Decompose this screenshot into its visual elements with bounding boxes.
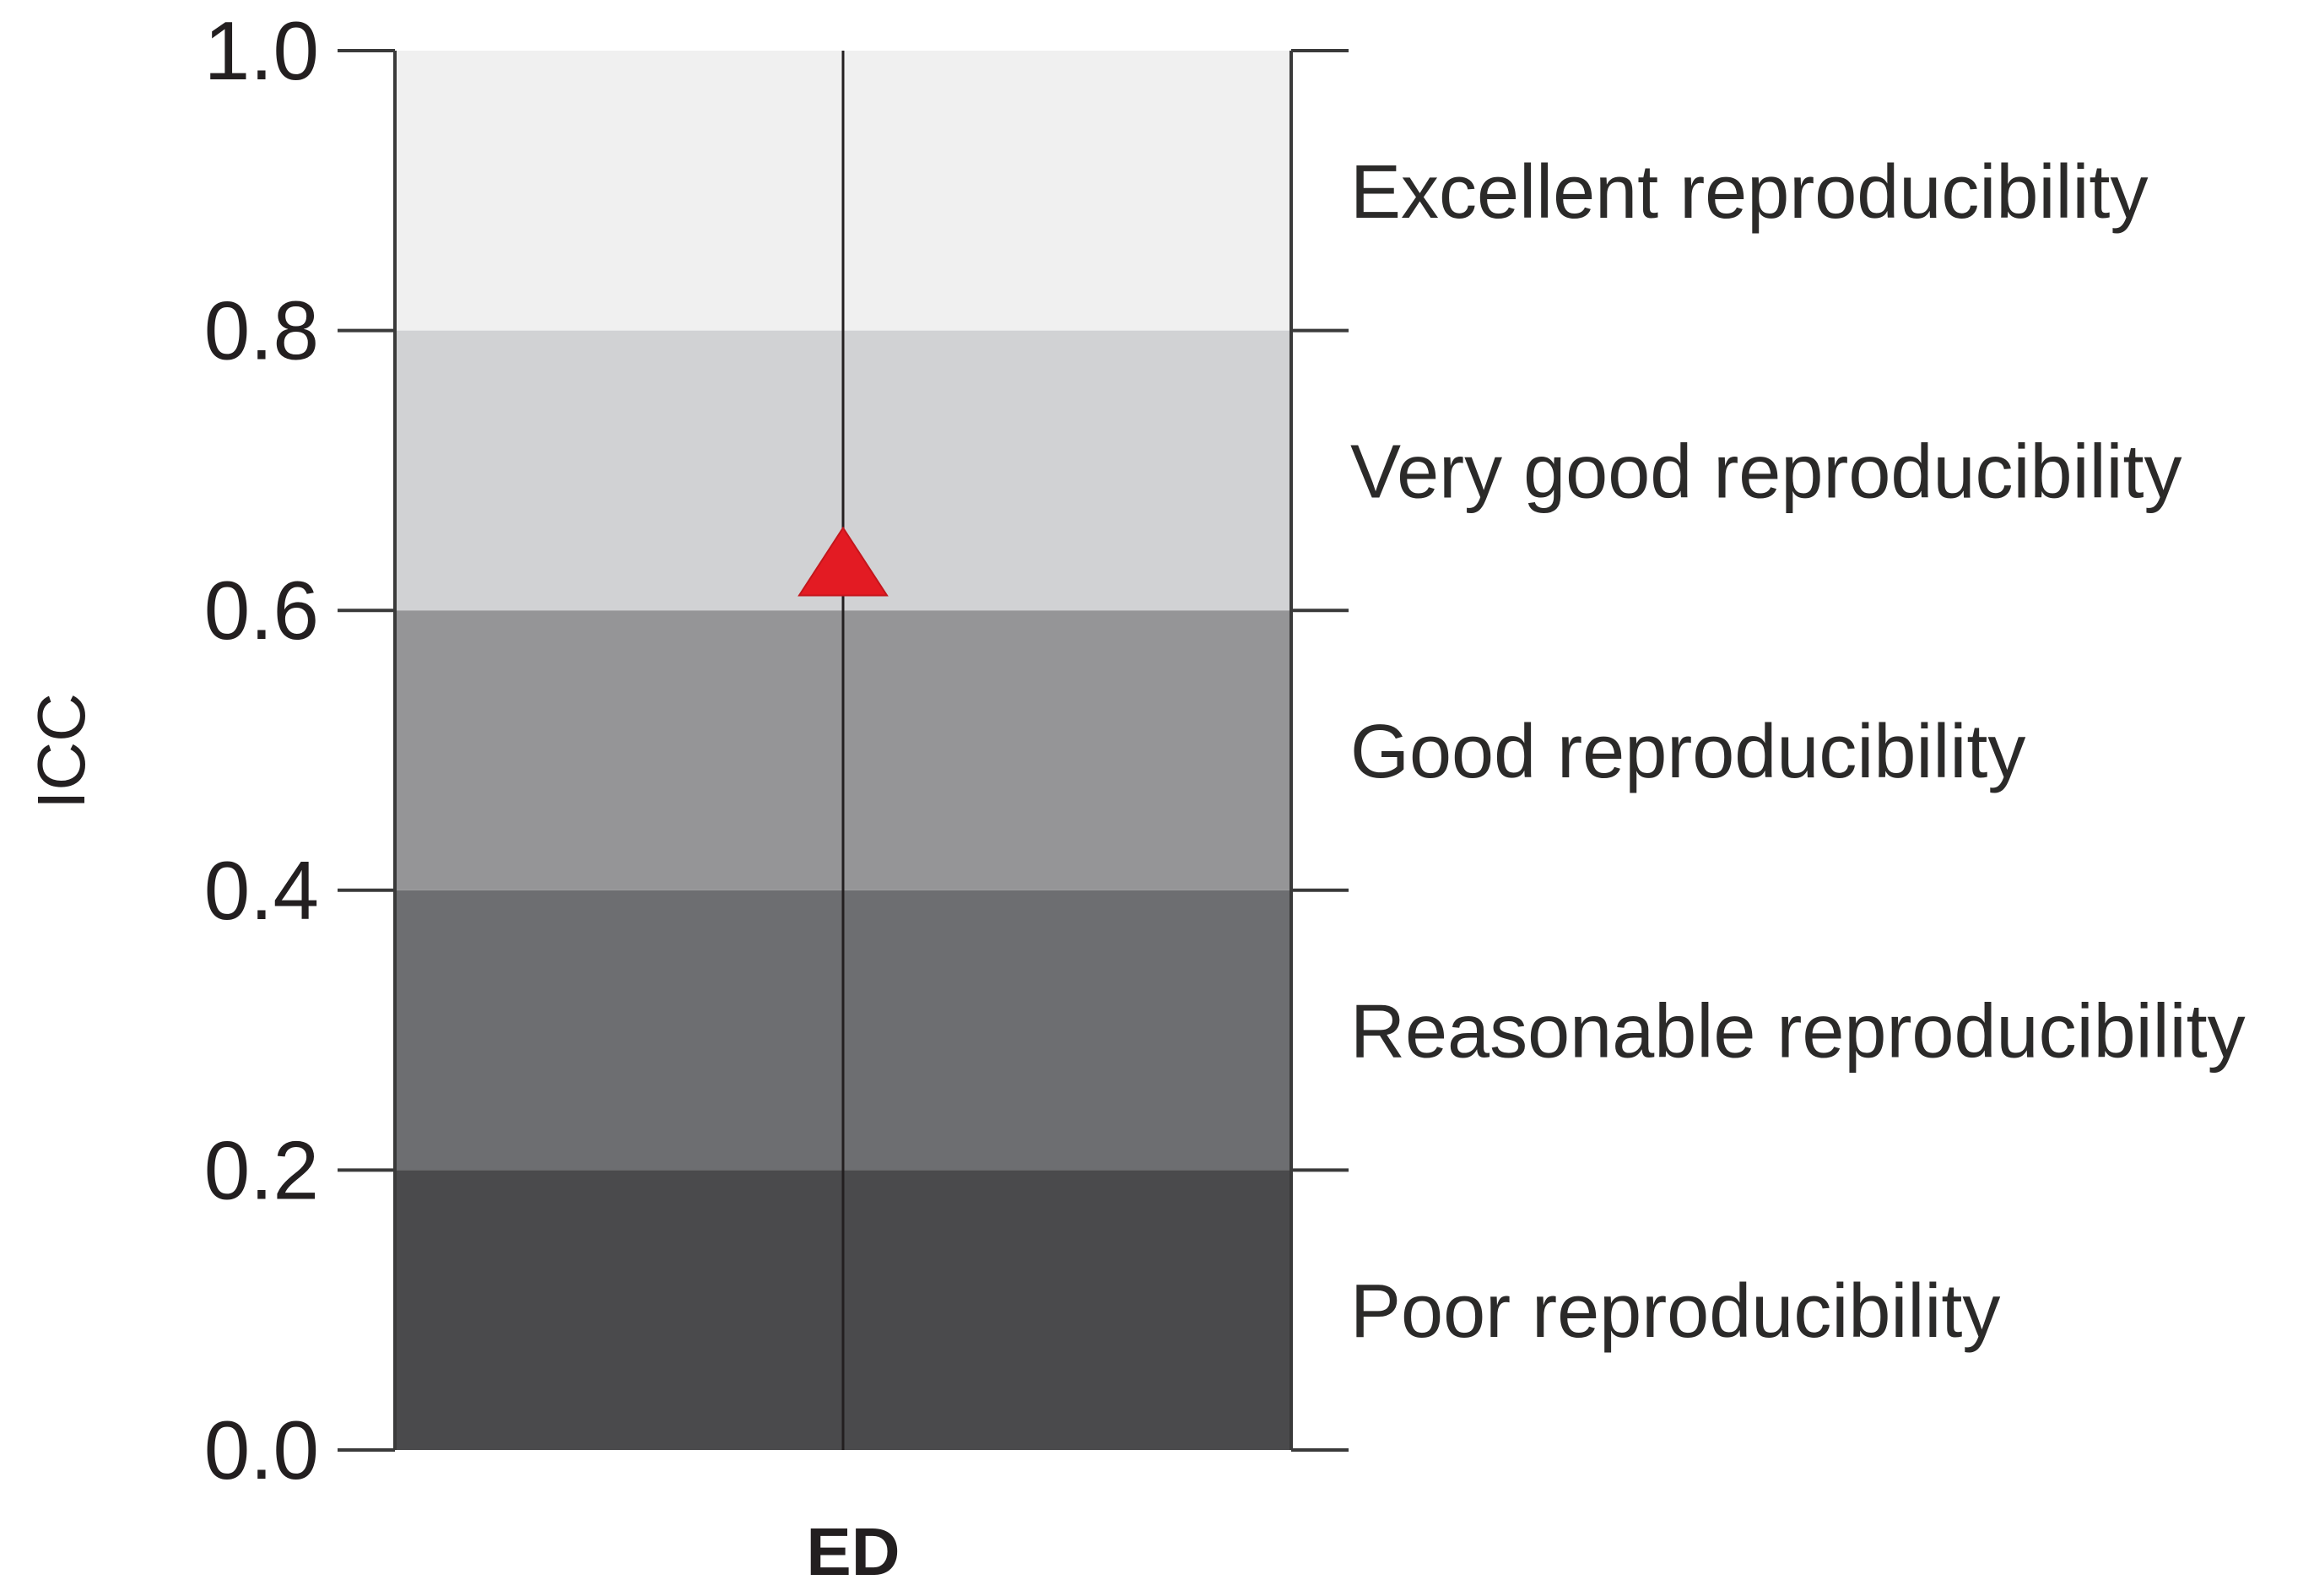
y-tick-label-4: 0.8 <box>204 284 319 377</box>
bands-layer: Poor reproducibility Reasonable reproduci… <box>395 51 2246 1450</box>
data-point-triangle-0 <box>797 526 889 597</box>
band-label-4: Excellent reproducibility <box>1350 150 2148 235</box>
band-label-0: Poor reproducibility <box>1350 1269 2000 1354</box>
band-label-3: Very good reproducibility <box>1350 430 2182 514</box>
points-layer <box>797 526 889 597</box>
axis-layer: 0.0 0.2 0.4 0.6 0.8 1.0 ED <box>204 4 1349 1589</box>
x-category-label-0: ED <box>806 1514 900 1589</box>
band-label-2: Good reproducibility <box>1350 710 2025 794</box>
y-axis-title: ICC <box>24 693 99 809</box>
y-tick-label-3: 0.6 <box>204 564 319 657</box>
y-tick-label-1: 0.2 <box>204 1123 319 1216</box>
band-label-1: Reasonable reproducibility <box>1350 990 2246 1074</box>
y-tick-label-5: 1.0 <box>204 4 319 97</box>
y-tick-label-2: 0.4 <box>204 844 319 937</box>
y-tick-label-0: 0.0 <box>204 1404 319 1496</box>
